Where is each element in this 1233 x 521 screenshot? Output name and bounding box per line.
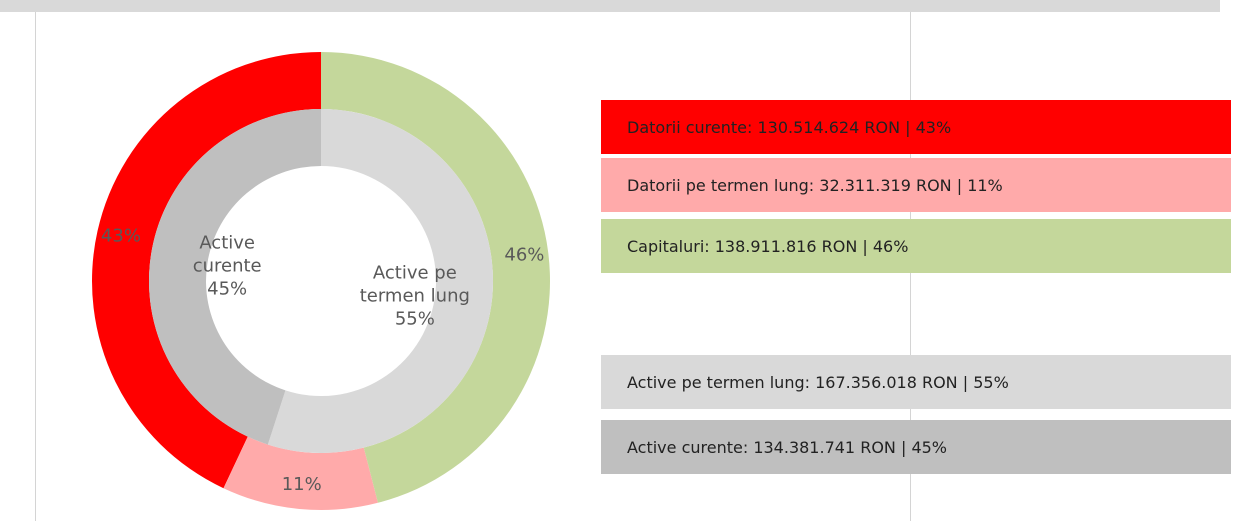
- donut-segment: [149, 109, 321, 445]
- legend-item: Datorii curente: 130.514.624 RON | 43%: [601, 100, 1231, 154]
- legend-item: Active curente: 134.381.741 RON | 45%: [601, 420, 1231, 474]
- donut-segment: [267, 109, 494, 453]
- value-label: 46%: [504, 244, 544, 265]
- value-label: 11%: [282, 474, 322, 495]
- value-label: 55%: [394, 308, 435, 330]
- donut-segment: [92, 52, 321, 489]
- donut-segment: [223, 436, 378, 510]
- legend-item: Capitaluri: 138.911.816 RON | 46%: [601, 219, 1231, 273]
- category-label: Active curente: [192, 232, 262, 277]
- segment-label: Active pe termen lung 55%: [350, 261, 480, 330]
- chart: 43% 11% 46%: [92, 52, 551, 510]
- value-label: 45%: [207, 278, 248, 300]
- category-label: Active pe termen lung: [359, 262, 470, 307]
- legend-item: Datorii pe termen lung: 32.311.319 RON |…: [601, 158, 1231, 212]
- value-label: 43%: [101, 225, 141, 246]
- top-bar: [0, 0, 1220, 12]
- legend-item: Active pe termen lung: 167.356.018 RON |…: [601, 355, 1231, 409]
- donut-segment: [321, 52, 551, 503]
- border-line: [35, 12, 36, 521]
- segment-label: Active curente 45%: [162, 232, 292, 301]
